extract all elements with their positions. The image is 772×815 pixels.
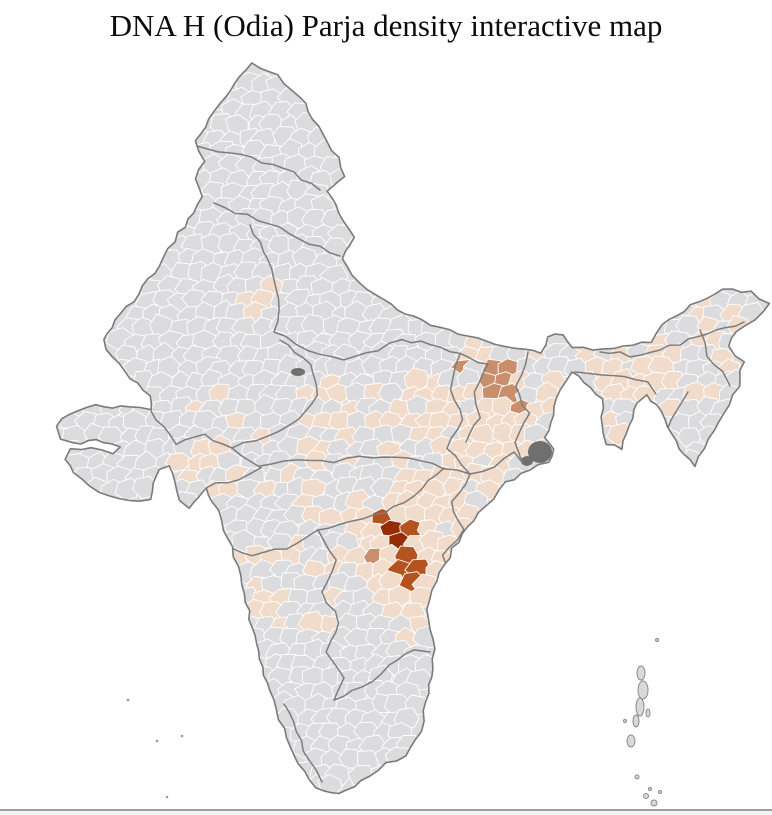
page-title: DNA H (Odia) Parja density interactive m…: [109, 8, 663, 43]
state-border: [196, 145, 321, 191]
andaman-nicobar-island[interactable]: [658, 790, 662, 794]
coastline-outline: [55, 62, 771, 795]
state-border: [259, 455, 471, 475]
state-border: [213, 202, 341, 257]
state-border: [667, 391, 689, 429]
andaman-nicobar-island[interactable]: [655, 638, 659, 642]
state-border: [249, 224, 280, 333]
state-border: [205, 447, 262, 489]
lakshadweep-island[interactable]: [180, 734, 184, 738]
state-border: [283, 703, 323, 783]
island-groups: [126, 638, 662, 807]
state-border: [231, 339, 319, 449]
lakshadweep-island[interactable]: [155, 739, 159, 743]
state-border: [333, 649, 431, 701]
state-border: [273, 331, 489, 365]
state-border: [317, 529, 345, 701]
andaman-nicobar-island[interactable]: [623, 719, 627, 723]
lakshadweep-island[interactable]: [165, 795, 169, 799]
andaman-nicobar-island[interactable]: [648, 787, 652, 791]
andaman-nicobar-island[interactable]: [636, 665, 646, 681]
state-border: [699, 329, 731, 387]
state-borders: [150, 145, 745, 783]
andaman-nicobar-island[interactable]: [632, 714, 640, 728]
bottom-panel-edge: [0, 809, 772, 815]
lakshadweep-island[interactable]: [126, 698, 130, 702]
state-border: [514, 351, 531, 463]
state-border: [231, 529, 319, 557]
andaman-nicobar-island[interactable]: [650, 799, 658, 807]
andaman-nicobar-island[interactable]: [634, 774, 640, 780]
andaman-nicobar-island[interactable]: [645, 708, 651, 718]
state-border: [446, 353, 471, 475]
andaman-nicobar-island[interactable]: [635, 697, 645, 717]
state-border: [599, 321, 745, 358]
state-border: [574, 371, 657, 395]
kutch-west-tip: [56, 412, 57, 418]
andaman-nicobar-island[interactable]: [637, 680, 649, 700]
state-border: [465, 363, 489, 443]
andaman-nicobar-island[interactable]: [626, 734, 636, 748]
sundarbans-delta-west: [521, 456, 533, 466]
state-border: [317, 467, 445, 531]
state-border: [150, 410, 233, 449]
gandhi-sagar-water: [291, 368, 305, 376]
state-border: [469, 451, 523, 475]
andaman-nicobar-island[interactable]: [643, 793, 649, 799]
sundarbans-delta: [528, 441, 552, 463]
